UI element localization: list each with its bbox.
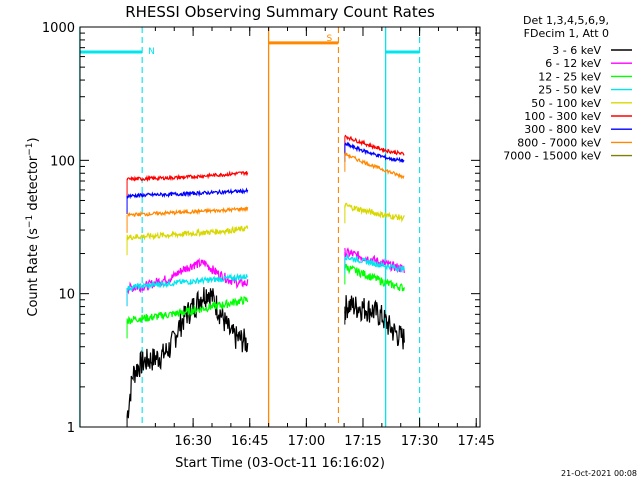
legend-entry-label: 25 - 50 keV: [538, 84, 601, 97]
legend-entry-label: 7000 - 15000 keV: [503, 150, 601, 163]
legend-entry-label: 300 - 800 keV: [524, 123, 601, 136]
x-axis-label: Start Time (03-Oct-11 16:16:02): [175, 456, 385, 471]
y-tick-label: 100: [50, 154, 75, 169]
series-line-3-6-kev: [126, 287, 249, 419]
series-line-50-100-kev: [126, 225, 249, 241]
legend-entry-label: 6 - 12 keV: [545, 57, 601, 70]
series-line-25-50-kev: [127, 272, 248, 293]
legend-entry-label: 3 - 6 keV: [552, 44, 601, 57]
series-line-800-7000-kev: [127, 205, 249, 218]
legend-header: FDecim 1, Att 0: [524, 27, 609, 40]
plot-frame: [79, 26, 481, 428]
legend-entry-label: 12 - 25 keV: [538, 70, 601, 83]
series-line-12-25-kev: [344, 263, 405, 292]
chart-title: RHESSI Observing Summary Count Rates: [125, 3, 435, 21]
legend-header: Det 1,3,4,5,6,9,: [523, 14, 609, 27]
series-line-6-12-kev: [344, 247, 405, 274]
series-line-25-50-kev: [344, 254, 405, 273]
series-line-50-100-kev: [344, 202, 405, 223]
series-line-3-6-kev: [344, 295, 405, 350]
legend-entry-label: 50 - 100 keV: [531, 97, 601, 110]
y-tick-label: 1: [67, 421, 75, 436]
legend-entry-label: 800 - 7000 keV: [517, 136, 601, 149]
y-tick-label: 10: [58, 288, 75, 303]
series-line-300-800-kev: [344, 141, 405, 164]
y-axis-label: Count Rate (s−1 detector−1): [25, 137, 41, 316]
footer-timestamp: 21-Oct-2021 00:08: [561, 469, 637, 478]
legend: Det 1,3,4,5,6,9,FDecim 1, Att 0 3 - 6 keV…: [503, 14, 632, 163]
axes: 1 10 100 1000 16:30 16:45 17:00 17:15 17:30 17:45: [42, 21, 495, 449]
x-tick-label: 17:30: [401, 434, 438, 449]
series-line-100-300-kev: [126, 170, 249, 183]
x-tick-label: 16:30: [174, 434, 211, 449]
x-tick-label: 17:45: [457, 434, 494, 449]
x-tick-label: 17:15: [344, 434, 381, 449]
x-tick-label: 16:45: [231, 434, 268, 449]
series-line-100-300-kev: [344, 134, 405, 156]
annotation-label: S: [326, 34, 332, 44]
legend-entry-label: 100 - 300 keV: [524, 110, 601, 123]
series-line-800-7000-kev: [344, 152, 405, 180]
series-line-12-25-kev: [126, 295, 249, 325]
x-tick-label: 17:00: [288, 434, 325, 449]
annotation-label: N: [148, 47, 155, 57]
y-tick-label: 1000: [42, 21, 75, 36]
series-line-300-800-kev: [126, 187, 249, 200]
